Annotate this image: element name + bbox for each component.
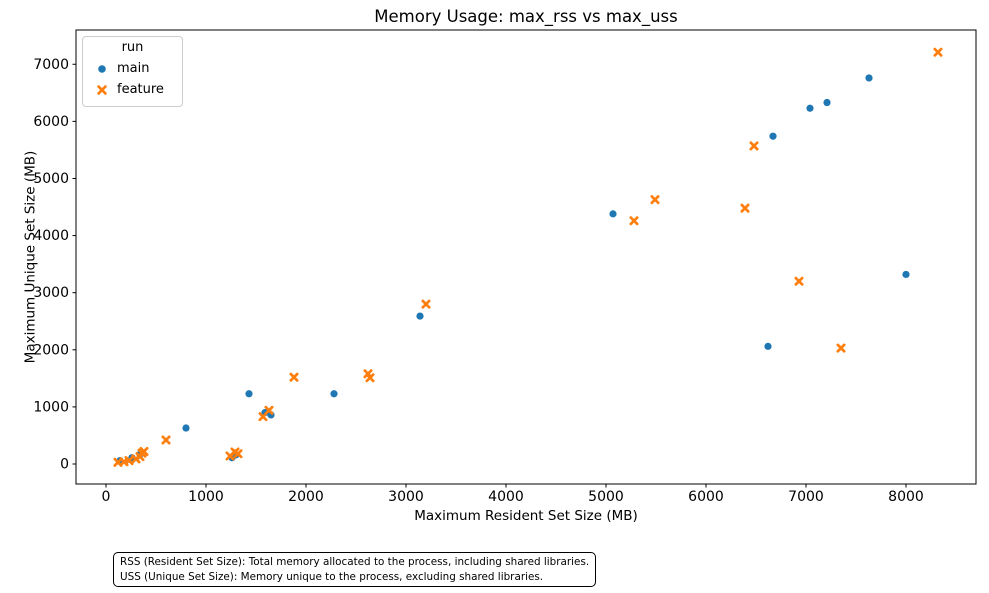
data-point-main xyxy=(330,390,338,398)
legend-title: run xyxy=(121,40,144,55)
data-point-feature xyxy=(740,203,750,213)
y-tick-label: 1000 xyxy=(33,399,69,415)
axes-spines xyxy=(75,29,977,485)
legend-marker-main-circle-icon xyxy=(98,64,106,73)
legend-entry-main: main xyxy=(91,58,174,79)
data-point-feature xyxy=(289,372,299,382)
data-point-feature xyxy=(139,446,149,456)
y-tick-label: 2000 xyxy=(33,342,69,358)
legend-box: run main feature xyxy=(82,36,183,107)
x-tick-label: 1000 xyxy=(188,489,224,505)
y-tick-label: 4000 xyxy=(33,228,69,244)
data-point-feature xyxy=(749,141,759,151)
data-point-feature xyxy=(161,435,171,445)
data-point-main xyxy=(609,210,617,218)
y-tick-label: 3000 xyxy=(33,285,69,301)
data-point-main xyxy=(865,74,873,82)
data-point-feature xyxy=(836,343,846,353)
footnote-line-rss: RSS (Resident Set Size): Total memory al… xyxy=(120,556,590,568)
x-tick-label: 6000 xyxy=(688,489,724,505)
y-axis-label-wrap: Maximum Unique Set Size (MB) xyxy=(16,0,44,514)
y-tick-label: 7000 xyxy=(33,57,69,73)
chart-title: Memory Usage: max_rss vs max_uss xyxy=(374,7,678,26)
x-axis-label: Maximum Resident Set Size (MB) xyxy=(414,508,638,524)
data-point-feature xyxy=(421,299,431,309)
x-tick-label: 2000 xyxy=(288,489,324,505)
y-tick-label: 5000 xyxy=(33,171,69,187)
data-point-main xyxy=(416,312,424,320)
y-axis-label: Maximum Unique Set Size (MB) xyxy=(22,150,38,364)
data-point-feature xyxy=(233,449,243,459)
data-point-main xyxy=(769,132,777,140)
footnote-box: RSS (Resident Set Size): Total memory al… xyxy=(113,552,597,587)
data-point-feature xyxy=(258,412,268,422)
data-point-feature xyxy=(365,373,375,383)
y-tick-label: 0 xyxy=(60,457,69,473)
data-point-feature xyxy=(650,195,660,205)
x-tick-label: 7000 xyxy=(788,489,824,505)
x-tick-label: 4000 xyxy=(488,489,524,505)
legend-marker-feature-x-icon xyxy=(97,84,107,95)
data-point-feature xyxy=(933,47,943,57)
data-point-main xyxy=(764,342,772,350)
data-point-main xyxy=(902,270,910,279)
footnote-line-uss: USS (Unique Set Size): Memory unique to … xyxy=(120,570,544,583)
x-tick-label: 8000 xyxy=(888,489,924,505)
legend-label-main: main xyxy=(117,61,150,76)
legend-label-feature: feature xyxy=(117,82,164,97)
data-point-main xyxy=(245,390,253,398)
data-point-main xyxy=(806,104,814,112)
x-tick-label: 0 xyxy=(102,489,111,505)
y-tick-label: 6000 xyxy=(33,114,69,130)
x-tick-label: 3000 xyxy=(388,489,424,505)
data-point-feature xyxy=(124,456,134,466)
x-tick-label: 5000 xyxy=(588,489,624,505)
data-point-main xyxy=(823,98,831,107)
legend-entry-feature: feature xyxy=(91,79,174,100)
data-point-feature xyxy=(794,276,804,286)
data-point-main xyxy=(182,424,190,432)
data-point-feature xyxy=(629,216,639,226)
